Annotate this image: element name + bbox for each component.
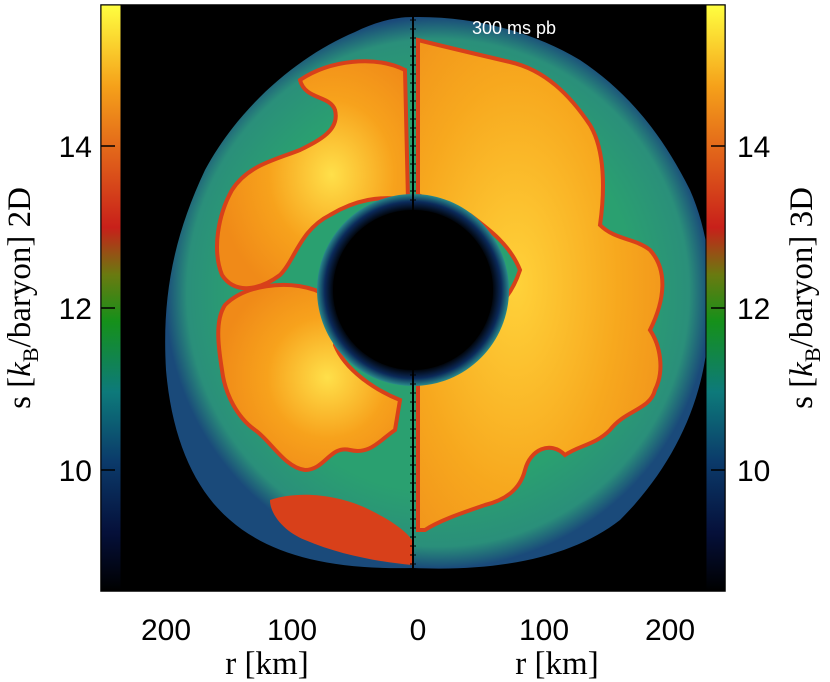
- left-colorbar-tick: 12: [59, 293, 92, 326]
- left-colorbar: 14 12 10 s [kB/baryon] 2D: [2, 4, 122, 592]
- x-tick-right: 100: [519, 614, 569, 647]
- entropy-map: [165, 5, 711, 591]
- right-colorbar-tick: 12: [737, 293, 770, 326]
- left-colorbar-scale: [100, 4, 122, 592]
- left-colorbar-tick: 14: [59, 131, 92, 164]
- right-colorbar-label: s [kB/baryon] 3D: [784, 187, 825, 409]
- x-axis-label-right: r [km]: [515, 646, 598, 682]
- right-colorbar-tick: 14: [737, 131, 770, 164]
- right-colorbar: 14 12 10 s [kB/baryon] 3D: [705, 4, 825, 592]
- x-tick-right: 200: [645, 614, 695, 647]
- time-annotation: 300 ms pb: [472, 18, 556, 38]
- x-axis-label-left: r [km]: [225, 646, 308, 682]
- left-colorbar-label: s [kB/baryon] 2D: [2, 187, 43, 409]
- right-colorbar-scale: [705, 4, 726, 592]
- right-colorbar-tick: 10: [737, 455, 770, 488]
- plume-2d-bottom: [270, 494, 412, 565]
- bottom-axis: 200 100 0 100 200 r [km] r [km]: [141, 583, 695, 682]
- x-tick-left: 200: [141, 614, 191, 647]
- x-tick-left: 100: [267, 614, 317, 647]
- midline-ticks: [410, 19, 416, 583]
- left-colorbar-tick: 10: [59, 455, 92, 488]
- x-tick-center: 0: [410, 614, 427, 647]
